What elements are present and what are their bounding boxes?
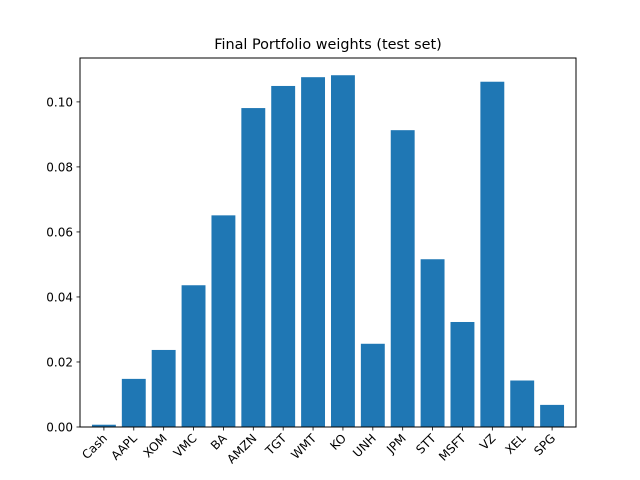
plot-frame	[79, 57, 577, 428]
x-tick-label: AAPL	[108, 431, 140, 463]
bar-unh	[360, 343, 385, 427]
x-tick-label: Cash	[79, 431, 110, 462]
x-tick-label: MSFT	[436, 431, 469, 464]
y-tick-label: 0.08	[46, 160, 73, 174]
y-axis: 0.00 0.02 0.04 0.06 0.08 0.10	[46, 95, 80, 435]
bar-wmt	[301, 77, 326, 428]
x-tick-label: UNH	[350, 431, 379, 460]
bar-ko	[330, 75, 355, 427]
x-tick-label: XOM	[141, 431, 170, 460]
bar-cash	[91, 424, 116, 427]
y-tick-label: 0.10	[46, 95, 73, 109]
x-tick-label: AMZN	[224, 431, 259, 466]
x-tick-label: VZ	[477, 431, 499, 453]
x-tick-label: KO	[327, 431, 349, 453]
bar-vz	[480, 81, 505, 428]
bar-jpm	[390, 130, 415, 428]
bar-ba	[211, 215, 236, 427]
bar-xom	[151, 349, 176, 427]
bar-tgt	[271, 85, 296, 427]
bar-msft	[450, 321, 475, 427]
x-tick-label: BA	[208, 431, 230, 453]
y-tick-label: 0.04	[46, 290, 73, 304]
bar-vmc	[181, 285, 206, 427]
x-tick-label: TGT	[262, 431, 290, 459]
bars-group	[91, 75, 565, 428]
x-tick-label: VMC	[171, 431, 200, 460]
bar-stt	[420, 259, 445, 427]
x-tick-label: XEL	[503, 431, 529, 457]
bar-xel	[510, 380, 535, 427]
y-tick-label: 0.06	[46, 225, 73, 239]
y-tick-label: 0.02	[46, 355, 73, 369]
bar-aapl	[121, 378, 146, 427]
x-tick-label: SPG	[531, 431, 558, 458]
bar-amzn	[241, 108, 266, 428]
x-tick-label: WMT	[288, 431, 319, 462]
bar-spg	[540, 404, 565, 427]
x-tick-label: STT	[413, 431, 439, 457]
y-tick-label: 0.00	[46, 421, 73, 435]
chart-title: Final Portfolio weights (test set)	[214, 37, 442, 53]
x-tick-label: JPM	[383, 431, 409, 457]
